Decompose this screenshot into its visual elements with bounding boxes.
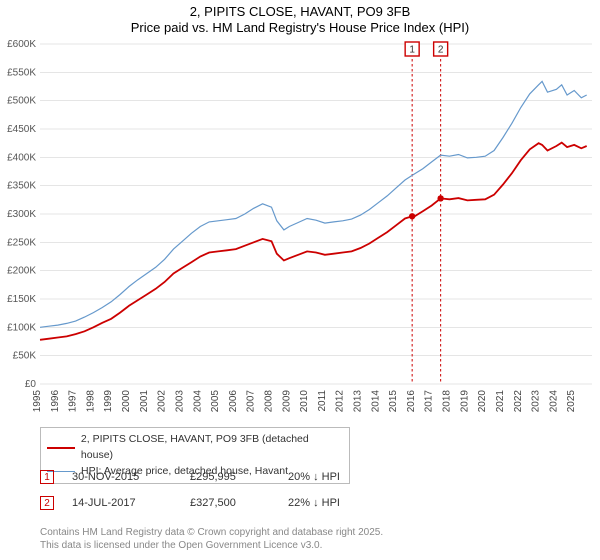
svg-text:2020: 2020 bbox=[477, 390, 488, 413]
svg-text:2009: 2009 bbox=[281, 390, 292, 413]
svg-text:£0: £0 bbox=[25, 379, 37, 390]
svg-text:£550K: £550K bbox=[7, 67, 36, 78]
svg-text:2004: 2004 bbox=[192, 390, 203, 413]
svg-text:1998: 1998 bbox=[85, 390, 96, 413]
svg-text:2000: 2000 bbox=[121, 390, 132, 413]
svg-text:2016: 2016 bbox=[406, 390, 417, 413]
sale-diff: 22% ↓ HPI bbox=[288, 497, 340, 509]
svg-text:2011: 2011 bbox=[317, 390, 328, 412]
sale-date: 30-NOV-2015 bbox=[72, 471, 172, 483]
svg-text:2015: 2015 bbox=[388, 390, 399, 413]
svg-text:£100K: £100K bbox=[7, 322, 36, 333]
svg-text:2001: 2001 bbox=[139, 390, 150, 413]
sale-row: 2 14-JUL-2017 £327,500 22% ↓ HPI bbox=[40, 494, 340, 512]
svg-text:2010: 2010 bbox=[299, 390, 310, 413]
svg-text:£200K: £200K bbox=[7, 266, 36, 277]
chart-svg: £0£50K£100K£150K£200K£250K£300K£350K£400… bbox=[40, 44, 592, 384]
sale-date: 14-JUL-2017 bbox=[72, 497, 172, 509]
footer-attribution: Contains HM Land Registry data © Crown c… bbox=[40, 527, 383, 552]
svg-text:1999: 1999 bbox=[103, 390, 114, 413]
svg-text:2017: 2017 bbox=[424, 390, 435, 413]
svg-text:2008: 2008 bbox=[263, 390, 274, 413]
title-line-2: Price paid vs. HM Land Registry's House … bbox=[0, 20, 600, 36]
svg-text:2005: 2005 bbox=[210, 390, 221, 413]
sales-table: 1 30-NOV-2015 £295,995 20% ↓ HPI 2 14-JU… bbox=[40, 468, 340, 520]
sale-marker-icon: 1 bbox=[40, 470, 54, 484]
svg-text:2013: 2013 bbox=[353, 390, 364, 413]
sale-diff: 20% ↓ HPI bbox=[288, 471, 340, 483]
svg-text:2007: 2007 bbox=[246, 390, 257, 413]
svg-text:1997: 1997 bbox=[68, 390, 79, 413]
sale-row: 1 30-NOV-2015 £295,995 20% ↓ HPI bbox=[40, 468, 340, 486]
svg-text:2012: 2012 bbox=[335, 390, 346, 413]
svg-text:£400K: £400K bbox=[7, 152, 36, 163]
svg-text:2002: 2002 bbox=[157, 390, 168, 413]
legend-label: 2, PIPITS CLOSE, HAVANT, PO9 3FB (detach… bbox=[81, 432, 343, 464]
legend-item-price-paid: 2, PIPITS CLOSE, HAVANT, PO9 3FB (detach… bbox=[47, 432, 343, 464]
footer-line: This data is licensed under the Open Gov… bbox=[40, 540, 383, 553]
svg-text:1995: 1995 bbox=[32, 390, 43, 413]
svg-text:£450K: £450K bbox=[7, 124, 36, 135]
svg-text:2003: 2003 bbox=[174, 390, 185, 413]
svg-text:2024: 2024 bbox=[548, 390, 559, 413]
chart-container: 2, PIPITS CLOSE, HAVANT, PO9 3FB Price p… bbox=[0, 0, 600, 560]
svg-text:2023: 2023 bbox=[531, 390, 542, 413]
title-line-1: 2, PIPITS CLOSE, HAVANT, PO9 3FB bbox=[0, 4, 600, 20]
svg-text:2025: 2025 bbox=[566, 390, 577, 413]
svg-text:2: 2 bbox=[438, 45, 444, 56]
sale-price: £295,995 bbox=[190, 471, 270, 483]
svg-text:£50K: £50K bbox=[13, 351, 37, 362]
svg-text:2006: 2006 bbox=[228, 390, 239, 413]
svg-text:£150K: £150K bbox=[7, 294, 36, 305]
svg-text:£350K: £350K bbox=[7, 181, 36, 192]
svg-text:1: 1 bbox=[409, 45, 415, 56]
svg-text:£250K: £250K bbox=[7, 237, 36, 248]
svg-text:2022: 2022 bbox=[513, 390, 524, 413]
sale-marker-icon: 2 bbox=[40, 496, 54, 510]
svg-text:2014: 2014 bbox=[370, 390, 381, 413]
svg-text:£600K: £600K bbox=[7, 39, 36, 50]
svg-text:2018: 2018 bbox=[442, 390, 453, 413]
title-block: 2, PIPITS CLOSE, HAVANT, PO9 3FB Price p… bbox=[0, 0, 600, 37]
footer-line: Contains HM Land Registry data © Crown c… bbox=[40, 527, 383, 540]
svg-text:£300K: £300K bbox=[7, 209, 36, 220]
svg-text:£500K: £500K bbox=[7, 96, 36, 107]
svg-text:2019: 2019 bbox=[459, 390, 470, 413]
svg-text:2021: 2021 bbox=[495, 390, 506, 413]
sale-price: £327,500 bbox=[190, 497, 270, 509]
svg-text:1996: 1996 bbox=[50, 390, 61, 413]
